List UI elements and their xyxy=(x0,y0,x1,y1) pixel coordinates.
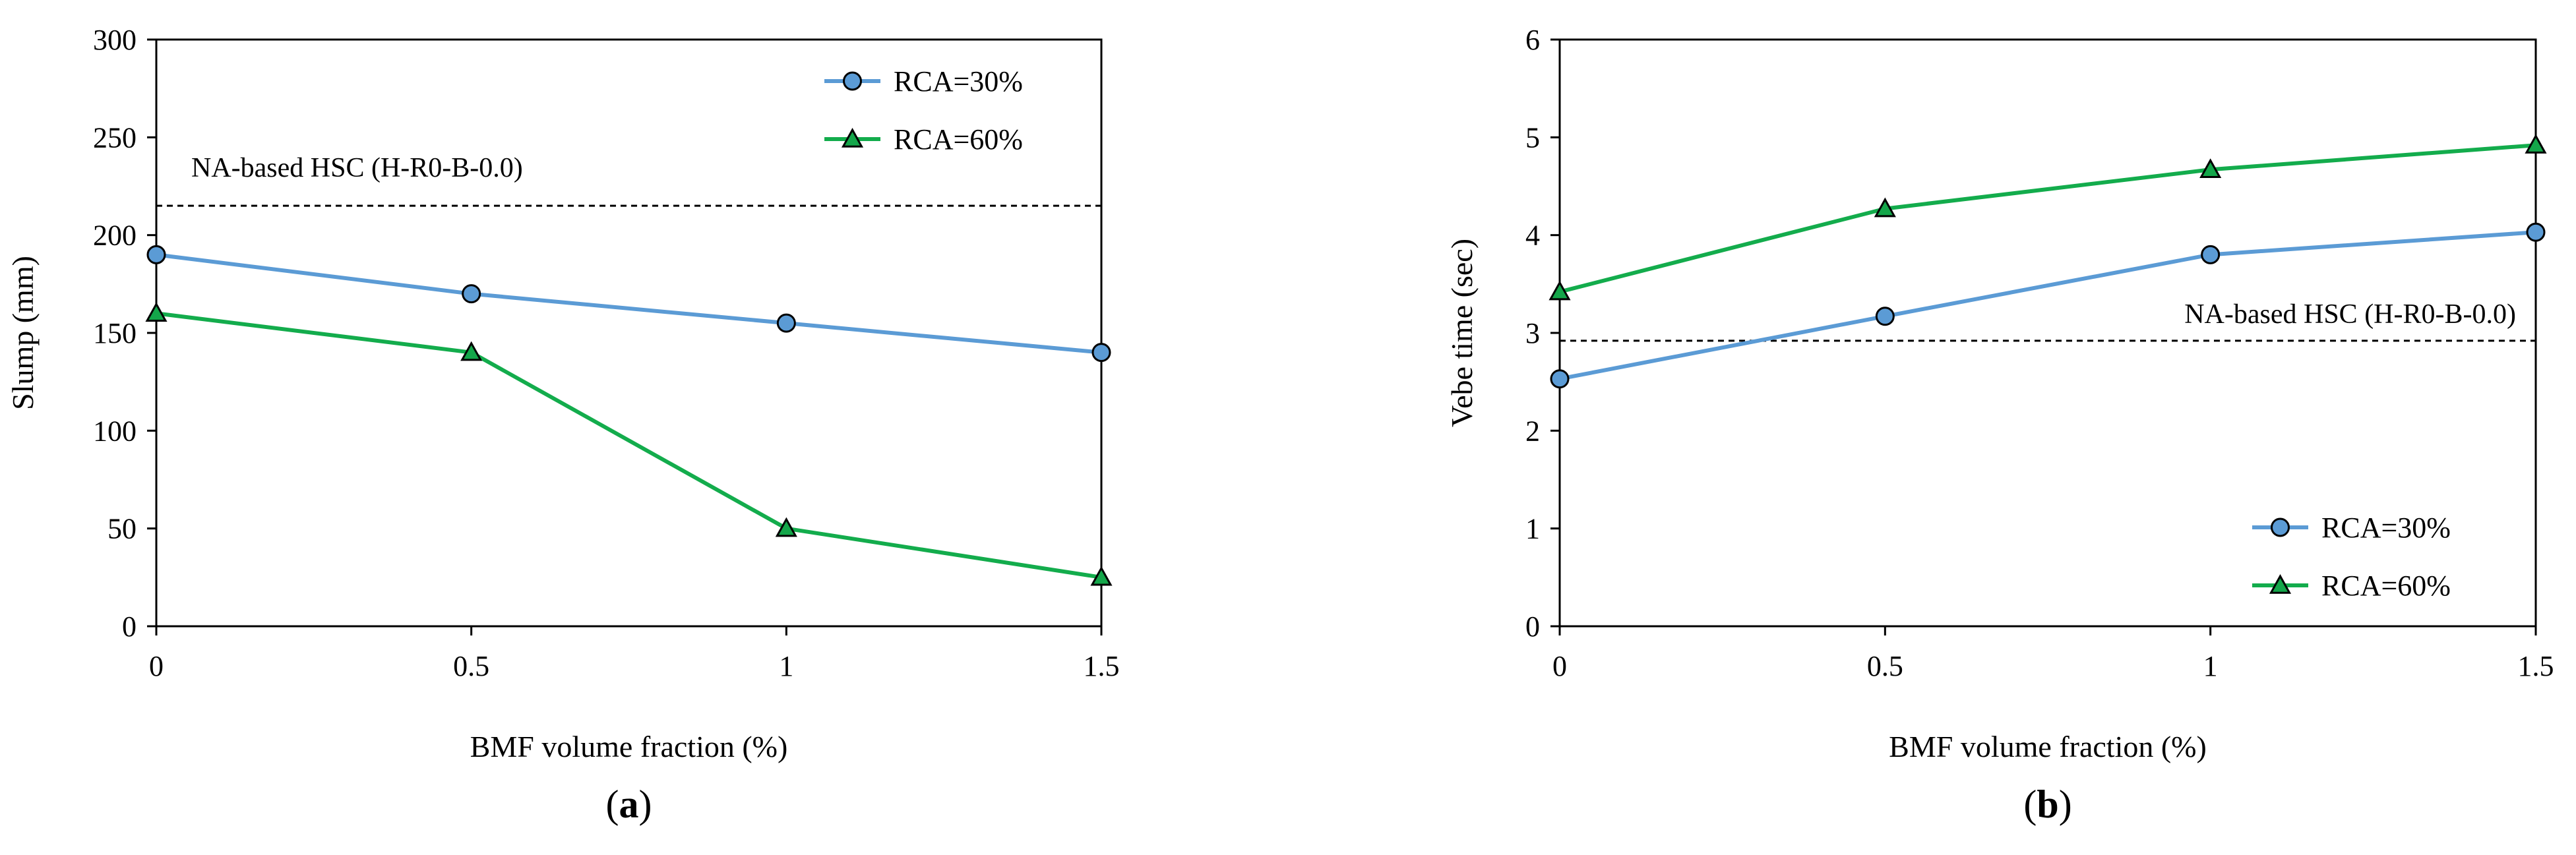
y-tick-label: 150 xyxy=(93,317,137,349)
reference-label: NA-based HSC (H-R0-B-0.0) xyxy=(191,153,523,183)
y-tick-label: 2 xyxy=(1525,415,1540,447)
data-point-rca-60 xyxy=(2199,158,2222,178)
data-point-rca-30 xyxy=(462,284,481,304)
legend-label: RCA=30% xyxy=(894,65,1023,98)
panel-label-letter: a xyxy=(619,782,639,826)
x-tick-label: 0.5 xyxy=(1867,650,1903,682)
chart-panel-a: 0 50 100 150 200 250 300 0 0.5 1 1.5 BMF volume fra… xyxy=(6,24,1120,826)
y-tick-label: 6 xyxy=(1525,24,1540,56)
data-point-rca-60 xyxy=(2525,134,2547,154)
y-tick-label: 3 xyxy=(1525,317,1540,349)
reference-label: NA-based HSC (H-R0-B-0.0) xyxy=(2184,299,2516,330)
data-point-rca-30 xyxy=(146,245,166,264)
data-point-rca-30 xyxy=(2201,245,2221,264)
x-tick-label: 1.5 xyxy=(2518,650,2554,682)
y-tick-label: 4 xyxy=(1525,220,1540,252)
legend-marker xyxy=(2269,574,2292,594)
data-point-rca-30 xyxy=(776,313,796,333)
y-tick-label: 250 xyxy=(93,121,137,154)
x-tick-label: 1 xyxy=(779,650,793,682)
series-line-rca-60 xyxy=(1559,143,2536,294)
chart-panel-b: 0 1 2 3 4 5 6 0 0.5 1 1.5 BMF volume fraction (%) Ve… xyxy=(1445,24,2554,826)
panel-label: (a) xyxy=(606,782,652,826)
data-point-rca-30 xyxy=(1875,307,1895,326)
y-axis-title: Vebe time (sec) xyxy=(1445,239,1479,427)
legend: RCA=30% RCA=60% xyxy=(2252,512,2451,602)
x-axis-title: BMF volume fraction (%) xyxy=(1889,730,2207,763)
y-tick-label: 50 xyxy=(107,513,137,545)
data-point-rca-30 xyxy=(1091,343,1111,363)
legend-marker xyxy=(841,127,864,148)
panel-label-open-paren: ( xyxy=(606,782,619,826)
x-tick-label: 1.5 xyxy=(1084,650,1120,682)
legend-label: RCA=30% xyxy=(2321,512,2451,544)
y-tick-label: 300 xyxy=(93,24,137,56)
panel-label-close-paren: ) xyxy=(2059,782,2072,826)
legend-marker xyxy=(2271,517,2290,537)
panel-label-open-paren: ( xyxy=(2023,782,2037,826)
y-tick-label: 200 xyxy=(93,220,137,252)
legend-label: RCA=60% xyxy=(894,123,1023,156)
y-tick-label: 0 xyxy=(1525,610,1540,643)
data-point-rca-60 xyxy=(1090,566,1113,586)
y-tick-label: 0 xyxy=(122,610,137,643)
y-tick-label: 1 xyxy=(1525,513,1540,545)
panel-label-letter: b xyxy=(2037,782,2058,826)
panel-label: (b) xyxy=(2023,782,2071,826)
data-point-rca-60 xyxy=(460,341,483,361)
panel-label-close-paren: ) xyxy=(639,782,652,826)
x-tick-label: 1 xyxy=(2203,650,2218,682)
y-axis-title: Slump (mm) xyxy=(6,256,40,410)
x-tick-label: 0 xyxy=(149,650,164,682)
series-line-rca-30 xyxy=(156,252,1102,355)
data-point-rca-60 xyxy=(1874,197,1896,218)
x-axis-title: BMF volume fraction (%) xyxy=(470,730,788,763)
y-tick-label: 5 xyxy=(1525,121,1540,154)
x-tick-label: 0 xyxy=(1552,650,1567,682)
y-tick-label: 100 xyxy=(93,415,137,447)
data-point-rca-60 xyxy=(145,302,168,322)
legend-marker xyxy=(843,71,862,91)
data-point-rca-60 xyxy=(775,517,797,537)
data-point-rca-30 xyxy=(2526,222,2546,242)
legend-label: RCA=60% xyxy=(2321,570,2451,602)
series-line-rca-60 xyxy=(156,311,1102,579)
series-line-rca-30 xyxy=(1559,230,2536,381)
data-point-rca-60 xyxy=(1549,280,1571,301)
x-tick-label: 0.5 xyxy=(453,650,489,682)
data-point-rca-30 xyxy=(1550,369,1570,389)
legend: RCA=30% RCA=60% xyxy=(824,65,1023,156)
